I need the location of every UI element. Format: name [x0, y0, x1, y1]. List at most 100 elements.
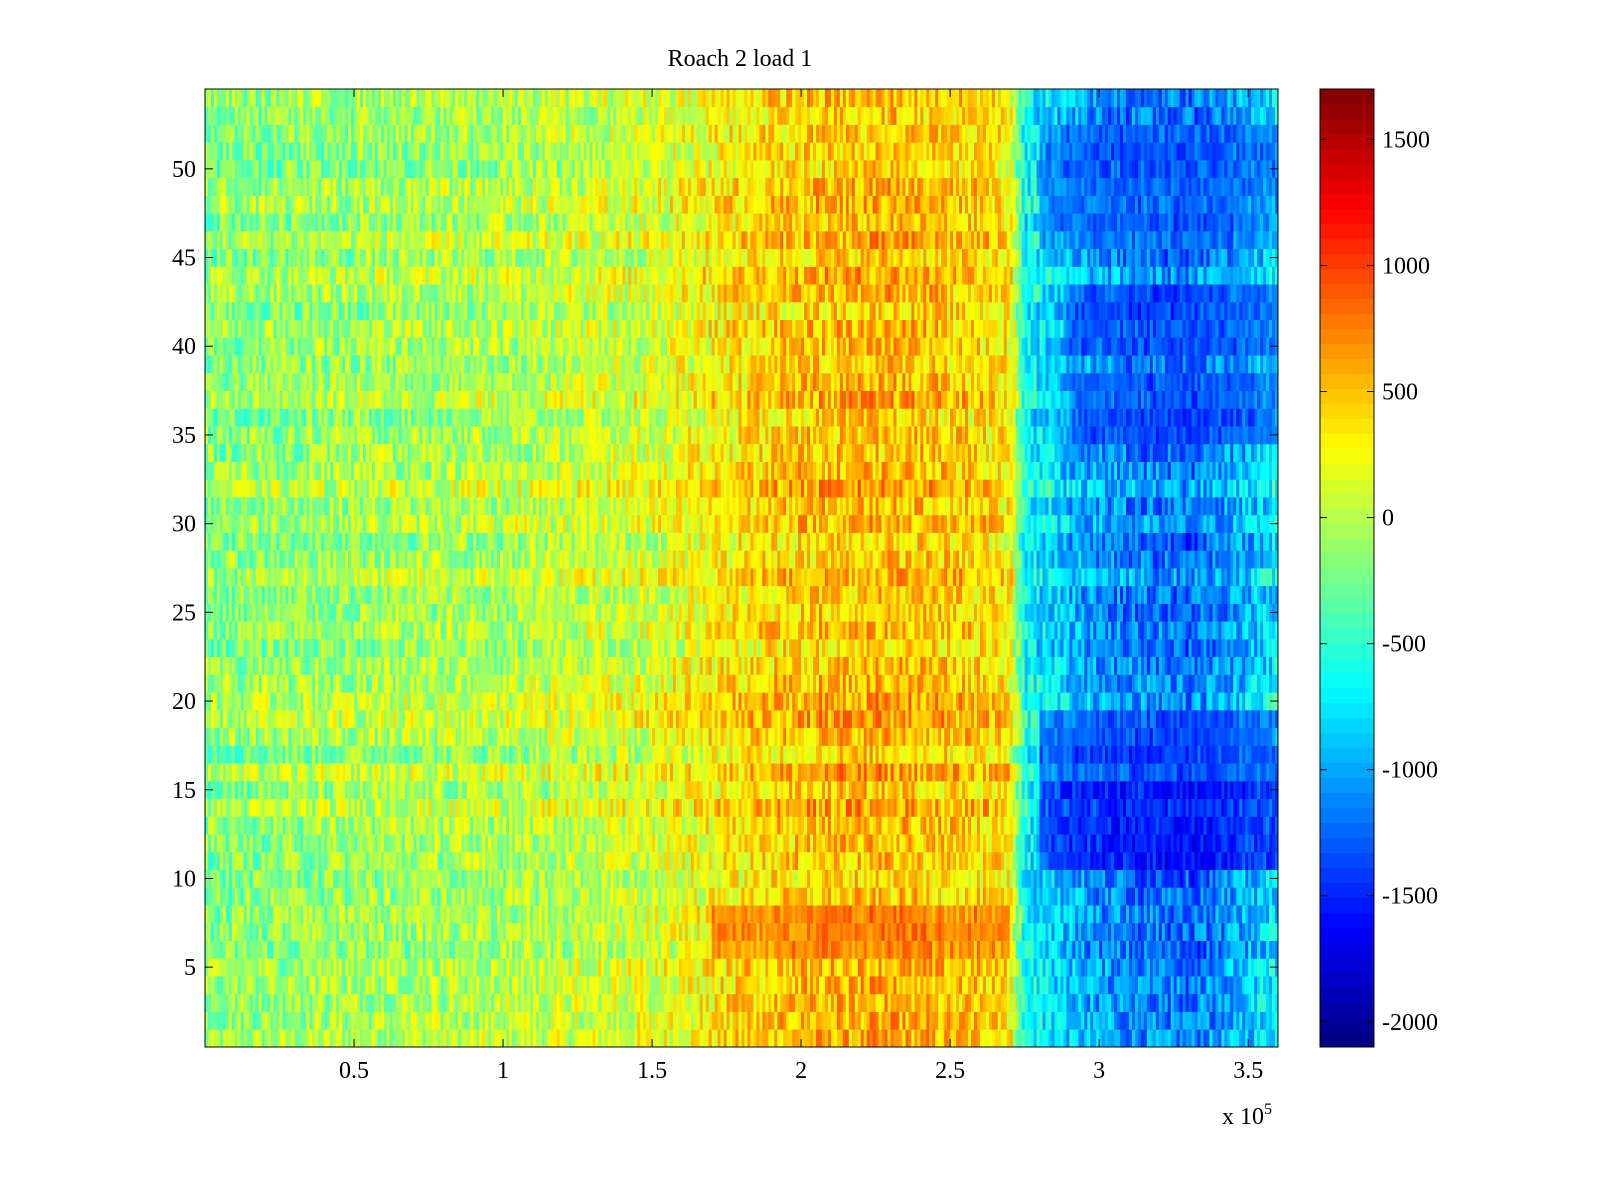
heatmap-cell	[380, 869, 385, 888]
heatmap-cell	[294, 816, 298, 835]
heatmap-cell	[729, 905, 733, 924]
heatmap-cell	[497, 1029, 501, 1048]
heatmap-cell	[824, 816, 829, 835]
heatmap-cell	[362, 922, 367, 941]
heatmap-cell	[1021, 1011, 1026, 1030]
heatmap-cell	[345, 1011, 349, 1030]
heatmap-cell	[583, 922, 587, 941]
heatmap-cell	[401, 922, 406, 941]
heatmap-cell	[1158, 869, 1163, 888]
heatmap-cell	[1242, 1011, 1246, 1030]
heatmap-cell	[1096, 993, 1100, 1012]
heatmap-cell	[503, 887, 507, 906]
heatmap-cell	[497, 905, 501, 924]
heatmap-cell	[1018, 905, 1023, 924]
heatmap-cell	[309, 887, 313, 906]
heatmap-cell	[965, 887, 969, 906]
heatmap-cell	[422, 1029, 426, 1048]
heatmap-cell	[389, 816, 394, 835]
heatmap-cell	[1006, 1011, 1011, 1030]
heatmap-cell	[607, 834, 611, 853]
heatmap-cell	[863, 958, 868, 977]
heatmap-cell	[1209, 940, 1213, 959]
heatmap-cell	[729, 869, 733, 888]
heatmap-cell	[890, 1029, 894, 1048]
heatmap-cell	[410, 958, 415, 977]
heatmap-cell	[240, 1011, 245, 1030]
heatmap-cell	[1125, 1029, 1130, 1048]
heatmap-cell	[965, 1011, 969, 1030]
heatmap-cell	[252, 1029, 257, 1048]
heatmap-cell	[1000, 851, 1005, 870]
heatmap-cell	[735, 958, 739, 977]
heatmap-cell	[210, 905, 215, 924]
heatmap-cell	[330, 869, 334, 888]
heatmap-cell	[634, 958, 638, 977]
heatmap-cell	[1105, 887, 1109, 906]
heatmap-cell	[932, 834, 936, 853]
heatmap-cell	[580, 887, 584, 906]
heatmap-cell	[497, 869, 501, 888]
heatmap-cell	[774, 1029, 778, 1048]
heatmap-cell	[1245, 887, 1249, 906]
heatmap-cell	[389, 887, 394, 906]
heatmap-cell	[818, 869, 823, 888]
heatmap-cell	[938, 940, 942, 959]
heatmap-cell	[386, 851, 391, 870]
heatmap-cell	[1012, 940, 1017, 959]
heatmap-cell	[759, 922, 763, 941]
heatmap-cell	[1257, 887, 1261, 906]
heatmap-cell	[401, 905, 406, 924]
heatmap-cell	[407, 922, 412, 941]
heatmap-cell	[565, 1011, 570, 1030]
heatmap-cell	[807, 1011, 811, 1030]
heatmap-cell	[619, 851, 623, 870]
heatmap-cell	[1179, 887, 1184, 906]
heatmap-cell	[792, 869, 796, 888]
heatmap-cell	[1233, 993, 1237, 1012]
heatmap-cell	[979, 816, 984, 835]
heatmap-cell	[520, 976, 525, 995]
heatmap-cell	[1266, 887, 1270, 906]
heatmap-cell	[1075, 976, 1079, 995]
heatmap-cell	[982, 887, 987, 906]
heatmap-cell	[428, 887, 432, 906]
heatmap-cell	[631, 1029, 635, 1048]
heatmap-cell	[494, 905, 498, 924]
heatmap-cell	[389, 1011, 394, 1030]
heatmap-cell	[1128, 976, 1133, 995]
heatmap-cell	[339, 869, 343, 888]
heatmap-cell	[693, 905, 698, 924]
heatmap-cell	[759, 1011, 763, 1030]
heatmap-cell	[1152, 1029, 1157, 1048]
heatmap-cell	[804, 798, 808, 817]
heatmap-cell	[598, 1029, 602, 1048]
heatmap-cell	[354, 851, 358, 870]
heatmap-cell	[1269, 993, 1273, 1012]
heatmap-cell	[312, 834, 316, 853]
heatmap-cell	[1182, 993, 1186, 1012]
heatmap-cell	[240, 798, 245, 817]
heatmap-cell	[1039, 993, 1043, 1012]
heatmap-cell	[774, 993, 778, 1012]
heatmap-cell	[261, 922, 266, 941]
heatmap-cell	[273, 798, 277, 817]
heatmap-cell	[485, 1029, 489, 1048]
heatmap-cell	[1224, 922, 1228, 941]
heatmap-cell	[345, 905, 349, 924]
heatmap-cell	[1197, 834, 1201, 853]
heatmap-cell	[589, 1011, 593, 1030]
heatmap-cell	[482, 940, 486, 959]
heatmap-cell	[968, 993, 972, 1012]
heatmap-cell	[699, 922, 704, 941]
heatmap-cell	[839, 851, 844, 870]
heatmap-cell	[595, 798, 599, 817]
heatmap-cell	[1233, 869, 1237, 888]
heatmap-cell	[270, 851, 274, 870]
heatmap-cell	[1108, 869, 1112, 888]
heatmap-cell	[714, 976, 719, 995]
heatmap-cell	[1006, 905, 1011, 924]
heatmap-cell	[741, 993, 745, 1012]
heatmap-cell	[643, 816, 647, 835]
heatmap-cell	[1257, 1011, 1261, 1030]
